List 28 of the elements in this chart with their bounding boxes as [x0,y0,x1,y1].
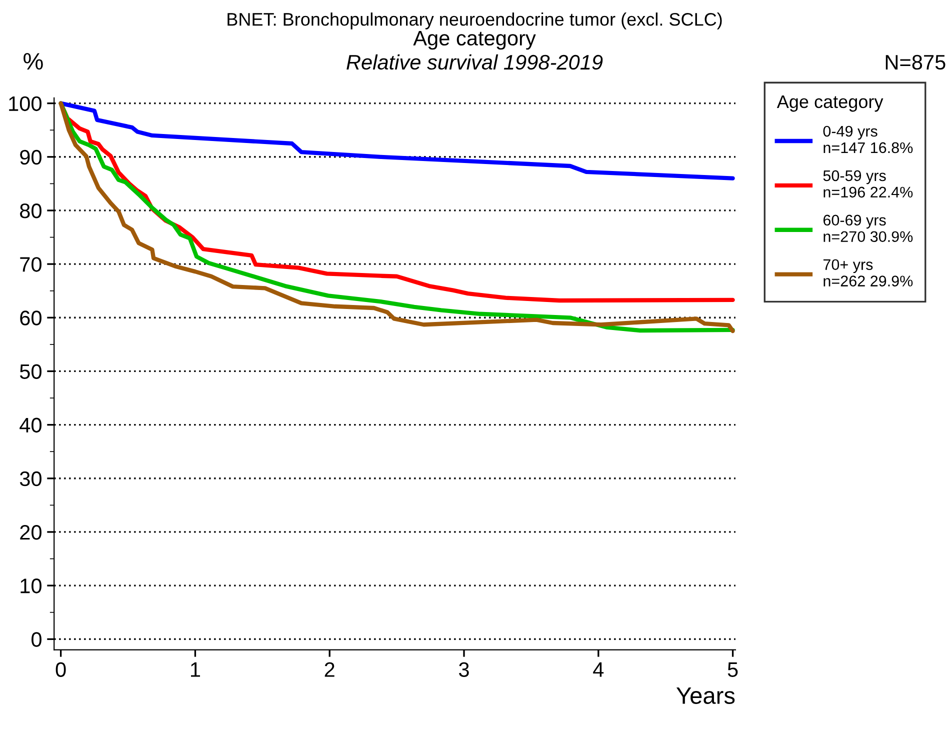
y-tick-label: 10 [20,578,42,594]
y-tick-label: 90 [20,150,42,165]
y-tick-label: 20 [20,524,42,540]
x-tick-label: 3 [459,662,469,677]
x-tick-label: 2 [324,662,334,677]
legend-label: 60-69 yrs n=270 30.9% [823,214,913,242]
text: N=875 [886,54,946,70]
y-tick-label: 70 [20,257,42,272]
legend-label: 0-49 yrs n=147 16.8% [823,126,913,154]
legend-label: 70+ yrs n=262 29.9% [823,259,913,286]
y-tick-label: 40 [20,418,42,433]
x-tick-label: 0 [56,662,66,677]
y-tick-label: 60 [20,310,42,326]
legend-title: Age category [776,96,884,112]
x-axis-title: Years [676,688,735,704]
x-tick-label: 4 [593,662,604,677]
chart-title: BNET: Bronchopulmonary neuroendocrine tumor (excl. SCLC) [228,12,722,30]
x-tick-label: 5 [728,662,738,677]
y-tick-label: 50 [20,364,42,379]
y-tick-label: 80 [20,203,42,218]
y-tick-label: 100 [9,96,42,112]
chart-subtitle: Age category [413,30,536,50]
y-tick-label: 30 [20,471,42,486]
y-axis-title: % [24,53,43,70]
y-tick-label: 0 [32,632,42,647]
x-tick-label: 1 [191,662,200,677]
text: Relative survival 1998-2019 [346,54,603,70]
legend-label: 50-59 yrs n=196 22.4% [823,170,913,198]
